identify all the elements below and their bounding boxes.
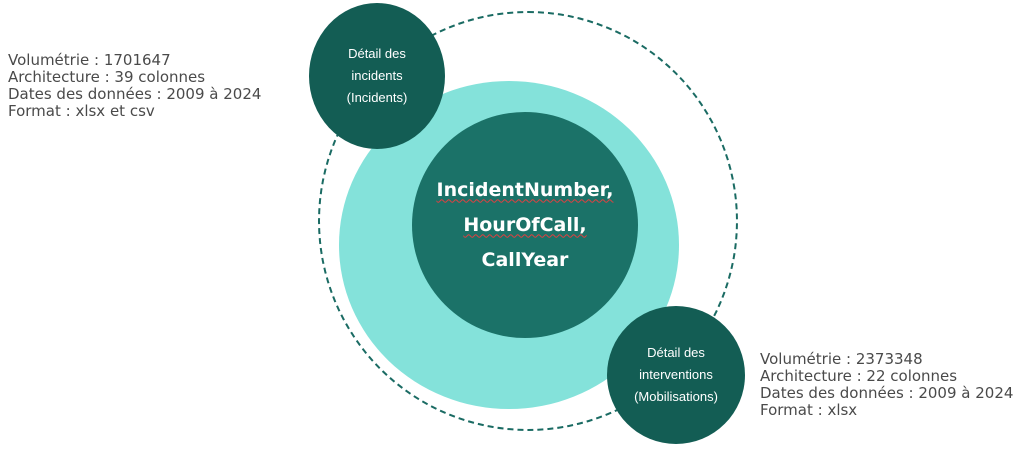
interventions-node-label: Détail des interventions (Mobilisations) bbox=[634, 342, 718, 408]
incidents-node: Détail des incidents (Incidents) bbox=[309, 3, 445, 149]
key-incident-number: IncidentNumber, bbox=[436, 178, 614, 201]
key-call-year: CallYear bbox=[481, 248, 569, 271]
info-dates: Dates des données : 2009 à 2024 bbox=[8, 85, 262, 103]
info-architecture: Architecture : 22 colonnes bbox=[760, 367, 958, 385]
interventions-node: Détail des interventions (Mobilisations) bbox=[607, 306, 745, 444]
join-keys-text: IncidentNumber, HourOfCall, CallYear bbox=[437, 173, 614, 278]
interventions-label-line-1: Détail des bbox=[647, 345, 705, 360]
incidents-label-line-3: (Incidents) bbox=[346, 90, 408, 105]
info-volume: Volumétrie : 2373348 bbox=[760, 350, 923, 368]
interventions-info-text: Volumétrie : 2373348 Architecture : 22 c… bbox=[760, 351, 1013, 419]
incidents-node-label: Détail des incidents (Incidents) bbox=[347, 43, 408, 109]
dashed-outer-ring bbox=[318, 11, 738, 431]
info-volume: Volumétrie : 1701647 bbox=[8, 51, 171, 69]
join-keys-circle: IncidentNumber, HourOfCall, CallYear bbox=[412, 112, 638, 338]
info-architecture: Architecture : 39 colonnes bbox=[8, 68, 206, 86]
key-hour-of-call: HourOfCall, bbox=[463, 213, 587, 236]
info-dates: Dates des données : 2009 à 2024 bbox=[760, 384, 1014, 402]
info-format: Format : xlsx bbox=[760, 401, 858, 419]
interventions-label-line-2: interventions bbox=[639, 367, 713, 382]
incidents-info-text: Volumétrie : 1701647 Architecture : 39 c… bbox=[8, 52, 261, 120]
interventions-label-line-3: (Mobilisations) bbox=[634, 389, 718, 404]
incidents-label-line-1: Détail des bbox=[348, 46, 406, 61]
incidents-label-line-2: incidents bbox=[351, 68, 403, 83]
info-format: Format : xlsx et csv bbox=[8, 102, 155, 120]
